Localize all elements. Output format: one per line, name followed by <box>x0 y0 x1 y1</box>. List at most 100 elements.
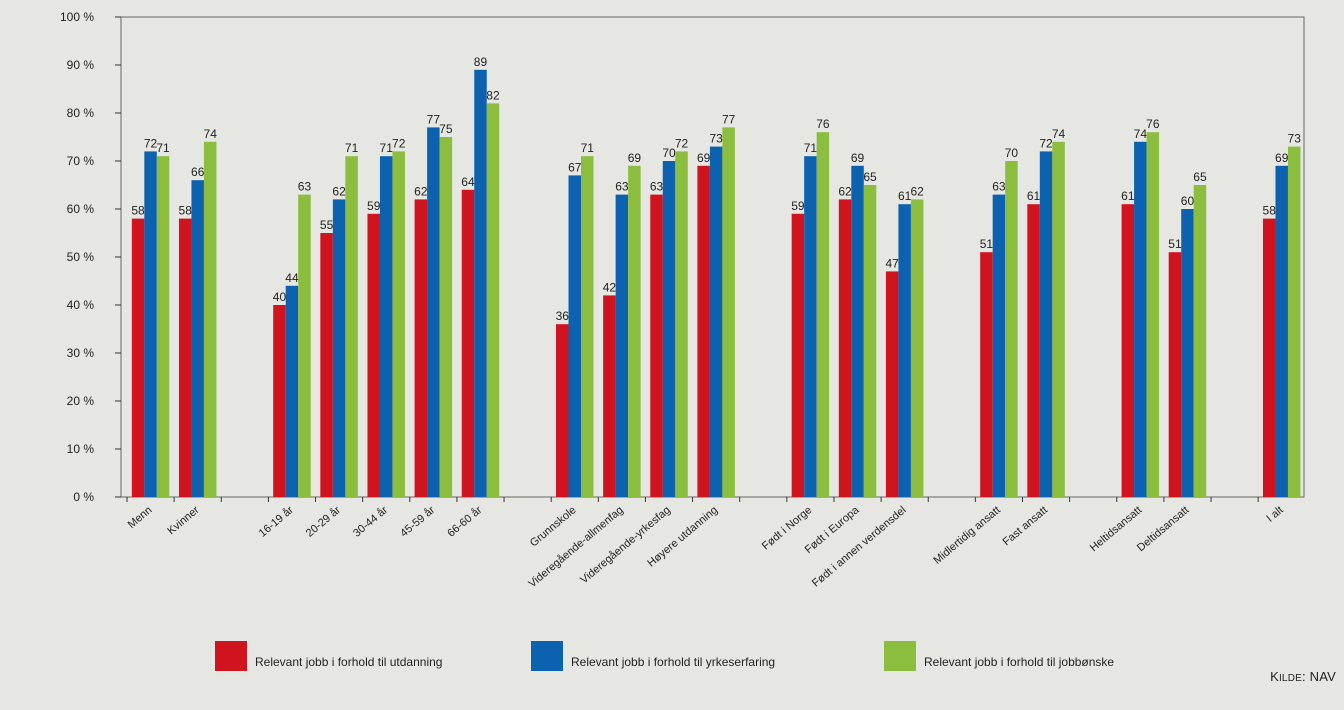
x-tick-label: Videregående-allmenfag <box>526 504 625 590</box>
data-label: 51 <box>980 237 994 251</box>
bar <box>910 199 924 497</box>
data-label: 62 <box>838 184 852 198</box>
data-label: 60 <box>1181 194 1195 208</box>
data-label: 58 <box>179 204 193 218</box>
bar <box>191 180 204 497</box>
legend-item-jobbonske: Relevant jobb i forhold til jobbønske <box>884 637 1114 671</box>
x-tick-label: Deltidsansatt <box>1135 504 1191 554</box>
bar <box>285 285 299 497</box>
bar <box>709 146 723 497</box>
legend-label: Relevant jobb i forhold til jobbønske <box>924 655 1115 669</box>
bar <box>980 252 993 497</box>
data-label: 61 <box>1121 189 1135 203</box>
data-label: 59 <box>791 199 805 213</box>
x-tick-label: 45-59 år <box>398 504 437 540</box>
x-tick-label: Videregående-yrkesfag <box>578 504 673 586</box>
x-tick-label: Kvinner <box>165 504 202 537</box>
legend-label: Relevant jobb i forhold til yrkeserfarin… <box>571 655 776 669</box>
data-label: 58 <box>1263 204 1277 218</box>
bar <box>439 137 453 497</box>
source-rest: : NAV <box>1302 669 1336 684</box>
x-tick-label: Fast ansatt <box>1001 504 1050 548</box>
bar <box>427 127 440 498</box>
data-label: 55 <box>320 218 334 232</box>
bar <box>131 218 145 497</box>
data-label: 74 <box>1052 127 1066 141</box>
bar <box>1146 132 1160 497</box>
bar <box>486 103 500 498</box>
bar <box>1275 165 1288 498</box>
data-label: 58 <box>131 204 145 218</box>
y-tick-label: 80 % <box>67 106 95 120</box>
bar <box>1027 204 1040 497</box>
data-label: 67 <box>568 160 582 174</box>
bar <box>367 213 380 498</box>
source-small: ILDE <box>1278 673 1302 684</box>
data-label: 72 <box>675 136 689 150</box>
bar <box>1134 141 1147 498</box>
data-label: 62 <box>332 184 346 198</box>
data-label: 69 <box>697 151 711 165</box>
bar <box>345 156 358 497</box>
data-label: 63 <box>650 180 664 194</box>
data-label: 71 <box>345 141 359 155</box>
data-label: 36 <box>556 309 570 323</box>
bar <box>675 151 688 497</box>
data-label: 73 <box>709 132 723 146</box>
data-label: 75 <box>439 122 453 136</box>
data-label: 65 <box>1193 170 1207 184</box>
data-label: 76 <box>816 117 830 131</box>
data-label: 71 <box>156 141 170 155</box>
data-label: 63 <box>992 180 1006 194</box>
bar <box>273 305 286 497</box>
y-tick-label: 0 % <box>73 490 94 504</box>
data-label: 61 <box>898 189 912 203</box>
data-label: 69 <box>851 151 865 165</box>
data-label: 71 <box>581 141 595 155</box>
bar <box>178 218 192 497</box>
bar <box>1052 141 1065 498</box>
bar <box>298 194 311 497</box>
bar <box>1168 252 1182 497</box>
data-label: 69 <box>628 151 642 165</box>
data-label: 44 <box>285 271 299 285</box>
bar <box>461 189 475 498</box>
legend-swatch-blue <box>531 641 563 671</box>
data-label: 77 <box>427 112 441 126</box>
x-tick-label: 16-19 år <box>257 504 296 540</box>
bar <box>650 194 663 497</box>
data-label: 62 <box>414 184 428 198</box>
bar <box>1005 161 1018 497</box>
bar <box>1287 146 1301 497</box>
bar <box>804 156 817 497</box>
data-label: 70 <box>1005 146 1019 160</box>
data-label: 63 <box>298 180 312 194</box>
x-tick-label: Menn <box>126 504 155 531</box>
data-label: 47 <box>885 256 899 270</box>
y-tick-label: 40 % <box>67 298 95 312</box>
bar <box>320 233 333 497</box>
bar <box>1181 209 1194 497</box>
y-tick-label: 100 % <box>60 10 94 24</box>
data-label: 59 <box>367 199 381 213</box>
bar <box>662 161 676 497</box>
bar <box>615 194 629 497</box>
data-label: 73 <box>1288 132 1302 146</box>
y-tick-label: 50 % <box>67 250 95 264</box>
bar <box>791 213 805 498</box>
data-label: 72 <box>1039 136 1053 150</box>
data-label: 70 <box>662 146 676 160</box>
data-label: 62 <box>910 184 924 198</box>
legend-item-utdanning: Relevant jobb i forhold til utdanning <box>215 637 442 671</box>
source-prefix: K <box>1270 669 1279 684</box>
bar <box>697 165 710 498</box>
y-tick-label: 10 % <box>67 442 95 456</box>
bar <box>863 185 877 497</box>
source-note: KILDE: NAV <box>1270 669 1336 684</box>
data-label: 74 <box>204 127 218 141</box>
data-label: 64 <box>461 175 475 189</box>
bar <box>992 194 1006 497</box>
bar <box>898 204 911 497</box>
bar <box>603 295 616 497</box>
data-label: 74 <box>1134 127 1148 141</box>
